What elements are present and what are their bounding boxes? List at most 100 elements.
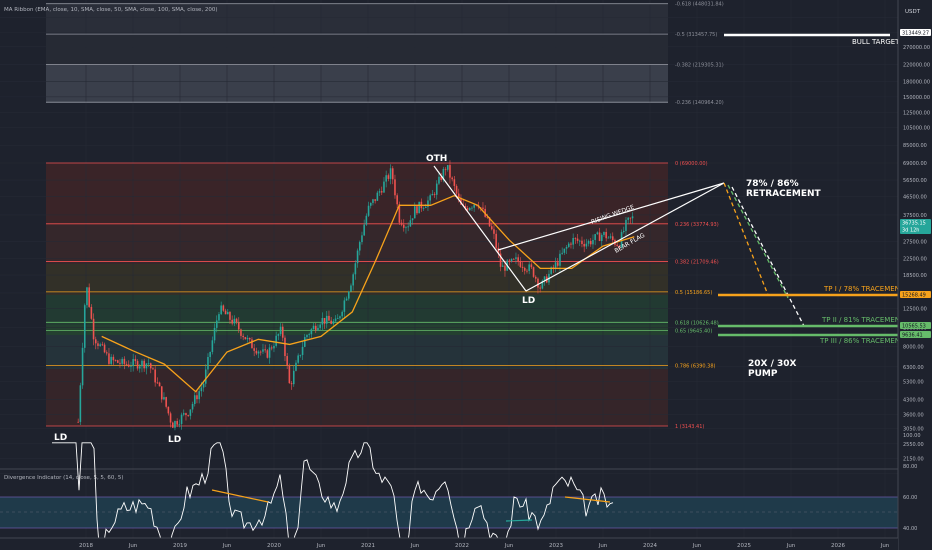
candle-body-202	[521, 266, 524, 268]
currency-label[interactable]: USDT	[905, 9, 921, 15]
fib-zone-6	[46, 264, 668, 295]
fib-label-0: -0.618 (448031.84)	[675, 2, 724, 8]
candle-body-250	[627, 217, 629, 220]
x-tick-6: 2021	[361, 543, 375, 549]
candle-body-59	[207, 356, 209, 370]
x-tick-17: Jun	[880, 543, 890, 549]
candle-body-24	[130, 366, 132, 368]
candle-body-238	[600, 234, 603, 241]
candle-body-243	[611, 236, 614, 241]
candle-body-47	[180, 414, 183, 424]
candle-body-67	[224, 310, 227, 315]
candle-body-193	[501, 265, 504, 267]
fib-zone-8	[46, 325, 668, 335]
candle-body-246	[618, 245, 621, 248]
candle-body-120	[341, 311, 343, 317]
candle-body-125	[352, 274, 354, 286]
oth-label: OTH	[426, 154, 447, 164]
candle-body-220	[561, 252, 563, 254]
candle-body-93	[281, 326, 284, 338]
candle-body-90	[275, 335, 277, 346]
y-tick-3: 220000.00	[903, 62, 930, 68]
candle-body-111	[321, 317, 324, 325]
candle-body-228	[578, 240, 581, 242]
candle-body-140	[385, 175, 387, 182]
y-tick-8: 85000.00	[903, 143, 927, 149]
candle-body-50	[187, 415, 189, 416]
candle-body-124	[350, 285, 352, 292]
candle-body-232	[587, 240, 590, 244]
retracement-label-2: RETRACEMENT	[746, 189, 822, 199]
candle-body-226	[574, 237, 577, 239]
osc-label[interactable]: Divergence Indicator (14, close, 5, 5, 6…	[4, 475, 124, 481]
price-tag-1	[900, 219, 931, 234]
candle-body-139	[383, 181, 385, 193]
pump-label-2: PUMP	[748, 369, 778, 379]
price-tag-text-1: 36735.15	[902, 221, 926, 227]
candle-body-144	[394, 179, 396, 196]
candle-body-86	[266, 350, 269, 358]
candle-body-159	[427, 200, 429, 207]
candle-body-22	[125, 363, 128, 365]
candle-body-112	[323, 317, 326, 324]
price-tag-0	[900, 29, 931, 36]
indicator-label[interactable]: MA Ribbon (EMA, close, 10, SMA, close, 5…	[4, 7, 218, 13]
candle-body-88	[270, 347, 273, 349]
osc-divergence-2	[564, 496, 611, 503]
tp1-dashed-path	[723, 182, 769, 296]
candle-body-19	[119, 362, 121, 364]
candle-body-231	[585, 243, 588, 247]
y-tick-24: 3050.00	[903, 427, 924, 433]
price-axis[interactable]: USDT 320000.00270000.00220000.00180000.0…	[897, 0, 932, 550]
candle-body-56	[200, 387, 203, 392]
candle-body-20	[121, 358, 123, 364]
candle-body-131	[365, 215, 368, 225]
candle-body-216	[552, 267, 555, 269]
x-tick-15: Jun	[786, 543, 796, 549]
pump-label-1: 20X / 30X	[748, 359, 797, 369]
candle-body-113	[325, 315, 328, 324]
y-tick-10: 56500.00	[903, 178, 927, 184]
candle-body-152	[411, 218, 414, 221]
candle-body-44	[174, 421, 176, 428]
candle-body-151	[409, 220, 412, 227]
candle-body-105	[308, 334, 310, 336]
candle-body-82	[257, 351, 260, 354]
x-tick-4: 2020	[267, 543, 281, 549]
candle-body-205	[528, 264, 530, 271]
candle-body-127	[356, 250, 359, 264]
y-tick-22: 4300.00	[903, 397, 924, 403]
candle-body-223	[567, 243, 570, 247]
candle-body-96	[288, 365, 291, 384]
candle-body-145	[396, 195, 398, 205]
candle-body-176	[464, 205, 467, 208]
price-tag-text-2: 15268.49	[902, 293, 926, 299]
candle-body-227	[576, 238, 579, 241]
candle-body-17	[114, 360, 117, 362]
candle-body-157	[422, 207, 425, 209]
x-tick-16: 2026	[831, 543, 845, 549]
candle-body-163	[435, 183, 438, 195]
candle-body-25	[132, 359, 134, 367]
candle-body-45	[176, 421, 178, 425]
candle-body-2	[81, 347, 84, 386]
fib-label-11: 1 (3143.41)	[675, 424, 704, 430]
candles	[77, 160, 634, 431]
tp2-label: TP II / 81% TRACEMENT	[821, 316, 905, 324]
fib-label-7: 0.5 (15186.65)	[675, 290, 712, 296]
time-axis[interactable]: 2018 Jun 2019 Jun 2020 Jun 2021 Jun 2022 Jun 2023 J…	[0, 537, 898, 550]
ld-label-2: LD	[168, 435, 181, 445]
candle-body-142	[389, 168, 392, 179]
candle-body-168	[446, 165, 449, 170]
candle-body-54	[196, 395, 198, 400]
candle-body-147	[400, 222, 403, 225]
y-tick-5: 150000.00	[903, 95, 930, 101]
candle-body-9	[97, 343, 99, 346]
candle-body-206	[530, 264, 533, 268]
candle-body-178	[468, 208, 471, 211]
candle-body-21	[123, 358, 126, 364]
fib-zone-1	[46, 4, 668, 35]
candle-body-102	[301, 346, 304, 355]
candle-body-60	[209, 351, 211, 357]
